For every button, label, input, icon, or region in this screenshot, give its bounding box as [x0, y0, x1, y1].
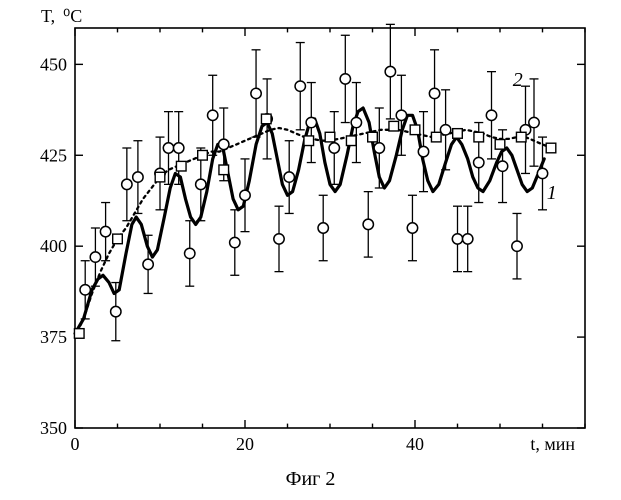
- series1-marker: [163, 143, 173, 153]
- series1-marker: [529, 117, 539, 127]
- series2-marker: [495, 140, 505, 150]
- figure-caption: Фиг 2: [0, 468, 621, 491]
- series-label: 2: [513, 69, 523, 91]
- series2-marker: [431, 132, 441, 142]
- figure-container: 0 20 40 t, мин 350 375 400 425 450 T, ⁰C 1 2 Фиг 2: [0, 0, 621, 500]
- series1-marker: [208, 110, 218, 120]
- x-tick-label: 20: [236, 434, 254, 454]
- series1-marker: [100, 226, 110, 236]
- series2-marker: [155, 172, 165, 182]
- series2-marker: [219, 165, 229, 175]
- series2-marker: [410, 125, 420, 135]
- series1-marker: [219, 139, 229, 149]
- series1-marker: [363, 219, 373, 229]
- y-tick-label: 425: [40, 145, 67, 165]
- series1-marker: [374, 143, 384, 153]
- y-axis-label-2: ⁰C: [63, 6, 82, 26]
- series1-marker: [80, 285, 90, 295]
- series1-marker: [329, 143, 339, 153]
- series-label: 1: [547, 182, 557, 204]
- series1-marker: [407, 223, 417, 233]
- series1-marker: [111, 306, 121, 316]
- series2-marker: [304, 136, 314, 146]
- series1-marker: [340, 74, 350, 84]
- series1-marker: [474, 157, 484, 167]
- series1-marker: [463, 234, 473, 244]
- series2-marker: [113, 234, 123, 244]
- series2-marker: [176, 161, 186, 171]
- y-axis-label-1: T,: [41, 6, 55, 26]
- series1-marker: [351, 117, 361, 127]
- series1-marker: [90, 252, 100, 262]
- series1-marker: [318, 223, 328, 233]
- series1-marker: [452, 234, 462, 244]
- series2-marker: [546, 143, 556, 153]
- series1-marker: [196, 179, 206, 189]
- series1-marker: [486, 110, 496, 120]
- series2-marker: [389, 121, 399, 131]
- series2-marker: [474, 132, 484, 142]
- series1-marker: [174, 143, 184, 153]
- series1-marker: [396, 110, 406, 120]
- series2-marker: [261, 114, 271, 124]
- series1-marker: [440, 125, 450, 135]
- series1-marker: [284, 172, 294, 182]
- axis-box: [75, 28, 585, 428]
- series1-marker: [429, 88, 439, 98]
- chart-svg: 0 20 40 t, мин 350 375 400 425 450 T, ⁰C 1 2: [0, 0, 621, 500]
- series1-marker: [230, 237, 240, 247]
- x-axis-label: t, мин: [530, 434, 575, 454]
- y-tick-label: 450: [40, 54, 67, 74]
- series2-marker: [453, 129, 463, 139]
- series2-marker: [74, 329, 84, 339]
- series2-marker: [516, 132, 526, 142]
- series1-marker: [133, 172, 143, 182]
- series1-marker: [143, 259, 153, 269]
- series1-marker: [240, 190, 250, 200]
- series1-marker: [295, 81, 305, 91]
- series1-marker: [185, 248, 195, 258]
- y-tick-label: 375: [40, 327, 67, 347]
- series2-marker: [346, 136, 356, 146]
- series1-marker: [306, 117, 316, 127]
- series1-marker: [251, 88, 261, 98]
- series1-marker: [497, 161, 507, 171]
- series1-marker: [418, 146, 428, 156]
- x-tick-label: 0: [71, 434, 80, 454]
- y-tick-label: 350: [40, 418, 67, 438]
- series2-marker: [368, 132, 378, 142]
- series2-marker: [198, 150, 208, 160]
- series1-marker: [385, 66, 395, 76]
- series2-marker: [325, 132, 335, 142]
- series1-marker: [122, 179, 132, 189]
- series1-marker: [537, 168, 547, 178]
- series1-marker: [512, 241, 522, 251]
- y-tick-label: 400: [40, 236, 67, 256]
- series1-marker: [274, 234, 284, 244]
- x-tick-label: 40: [406, 434, 424, 454]
